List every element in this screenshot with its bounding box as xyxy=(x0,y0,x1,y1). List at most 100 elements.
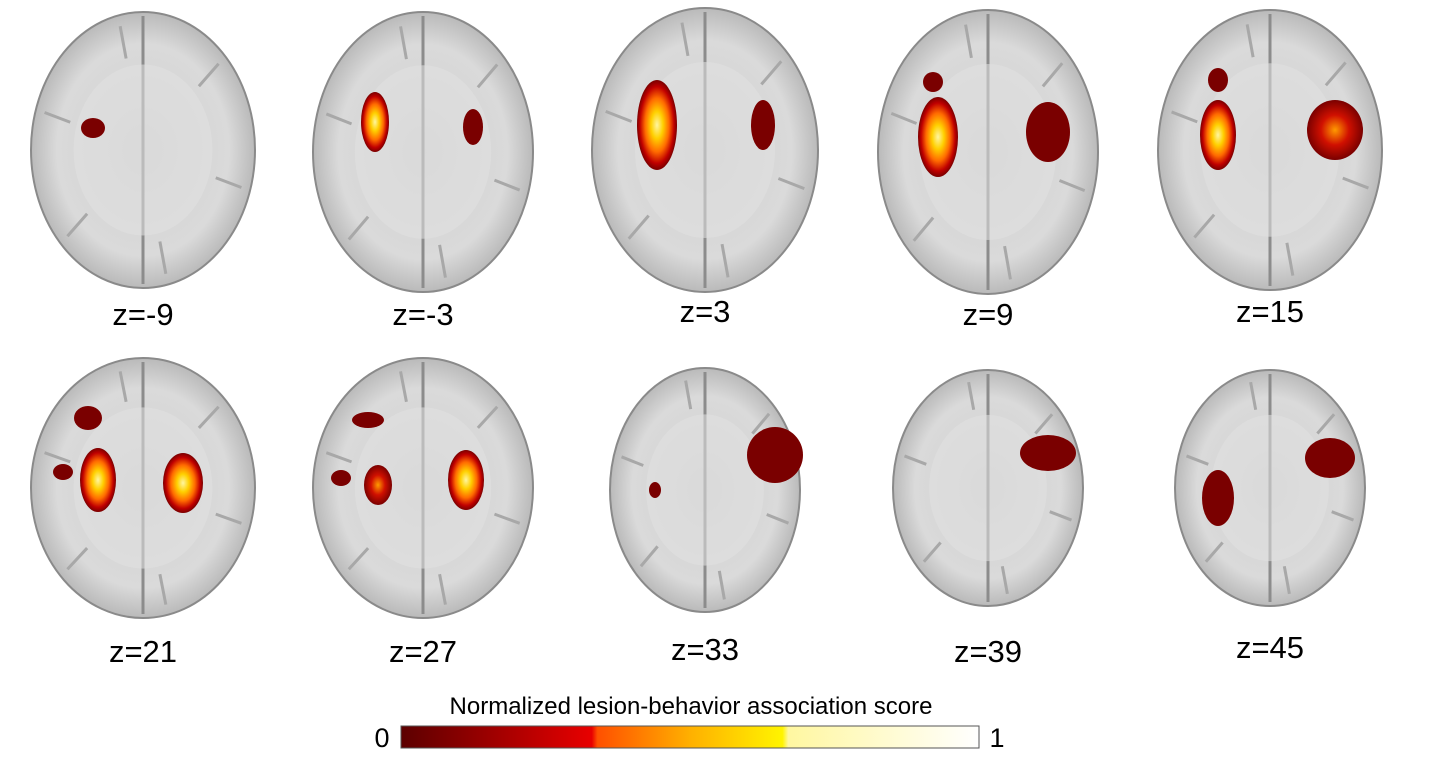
lesion-cluster xyxy=(53,464,73,480)
sulcus xyxy=(1342,176,1369,190)
colorbar-title: Normalized lesion-behavior association s… xyxy=(450,693,933,720)
lesion-cluster xyxy=(352,412,384,428)
white-matter xyxy=(919,63,1057,241)
white-matter xyxy=(73,64,213,236)
sulcus xyxy=(66,547,89,571)
sulcus xyxy=(44,111,71,124)
sulcus xyxy=(1316,413,1336,435)
slice-label: z=33 xyxy=(671,632,739,667)
lesion-cluster xyxy=(74,406,102,430)
sulcus xyxy=(438,573,447,605)
sulcus xyxy=(751,412,771,435)
sulcus xyxy=(325,451,353,464)
colorbar-gradient xyxy=(400,725,980,749)
sulcus xyxy=(1249,381,1258,411)
sulcus xyxy=(1171,110,1198,124)
colorbar-max-label: 1 xyxy=(989,723,1004,753)
sulcus xyxy=(760,60,783,86)
brain-slice: z=45 xyxy=(1174,369,1366,665)
sulcus xyxy=(684,380,693,410)
sulcus xyxy=(903,454,927,466)
sulcus xyxy=(325,112,353,126)
lesion-cluster xyxy=(1305,438,1355,478)
sulcus xyxy=(158,573,168,605)
white-matter xyxy=(354,65,492,239)
white-matter xyxy=(73,407,213,569)
sulcus xyxy=(1324,61,1347,87)
slice-label: z=15 xyxy=(1236,294,1304,329)
lesion-cluster xyxy=(1026,102,1070,162)
sulcus xyxy=(215,176,242,189)
lesion-cluster xyxy=(331,470,351,486)
slice-label: z=39 xyxy=(954,634,1022,669)
sulcus xyxy=(158,241,168,275)
sulcus xyxy=(1003,245,1012,280)
sulcus xyxy=(476,405,499,429)
brain-slice: z=33 xyxy=(609,367,803,667)
sulcus xyxy=(1058,179,1086,193)
sulcus xyxy=(1331,510,1355,522)
lesion-cluster xyxy=(80,448,116,512)
sulcus xyxy=(197,405,220,429)
lesion-cluster xyxy=(1202,470,1234,526)
sulcus xyxy=(399,26,408,60)
slices-layer: z=-9 z=-3 z=3 z=9 z=15 z=21 z=27 z=33 z=39 z=45 xyxy=(30,7,1383,669)
sulcus xyxy=(605,109,633,123)
sulcus xyxy=(347,215,370,241)
brain-slice: z=-9 xyxy=(30,11,256,332)
slice-label: z=3 xyxy=(680,294,731,329)
sulcus xyxy=(438,244,447,278)
sulcus xyxy=(680,22,690,57)
lesion-cluster xyxy=(463,109,483,145)
lesion-cluster xyxy=(163,453,203,513)
lesion-cluster xyxy=(364,465,392,505)
sulcus xyxy=(717,570,726,600)
sulcus xyxy=(1245,24,1255,58)
sulcus xyxy=(66,212,89,238)
slice-label: z=-3 xyxy=(392,297,453,332)
white-matter xyxy=(929,414,1047,562)
sulcus xyxy=(890,111,918,125)
lesion-cluster xyxy=(637,80,677,170)
sulcus xyxy=(766,513,790,525)
sulcus xyxy=(118,371,128,403)
colorbar: Normalized lesion-behavior association s… xyxy=(374,693,1004,753)
sulcus xyxy=(1285,242,1295,276)
sulcus xyxy=(1193,213,1216,239)
sulcus xyxy=(476,63,499,89)
sulcus xyxy=(399,371,408,403)
lesion-cluster xyxy=(1020,435,1076,471)
sulcus xyxy=(922,541,942,563)
sulcus xyxy=(720,243,730,278)
sulcus xyxy=(639,545,659,568)
brain-slice: z=-3 xyxy=(312,11,534,332)
lesion-cluster xyxy=(1200,100,1236,170)
sulcus xyxy=(1185,454,1209,466)
lesion-cluster xyxy=(81,118,105,138)
sulcus xyxy=(44,451,71,464)
slice-label: z=21 xyxy=(109,634,177,669)
sulcus xyxy=(493,512,521,525)
lesion-cluster xyxy=(448,450,484,510)
slice-label: z=27 xyxy=(389,634,457,669)
sulcus xyxy=(197,62,220,88)
sulcus xyxy=(347,547,370,571)
sulcus xyxy=(1204,541,1224,563)
lesion-cluster xyxy=(918,97,958,177)
slice-label: z=9 xyxy=(963,297,1014,332)
sulcus xyxy=(967,381,976,411)
lesion-cluster xyxy=(923,72,943,92)
sulcus xyxy=(1034,413,1054,435)
sulcus xyxy=(964,24,973,59)
sulcus xyxy=(620,455,644,467)
lesion-cluster xyxy=(747,427,803,483)
lesion-cluster xyxy=(1208,68,1228,92)
sulcus xyxy=(118,25,128,59)
brain-slice: z=15 xyxy=(1157,9,1383,329)
sulcus xyxy=(493,178,521,192)
lesion-cluster xyxy=(1307,100,1363,160)
lesion-cluster xyxy=(649,482,661,498)
sulcus xyxy=(912,216,935,242)
lesion-cluster xyxy=(751,100,775,150)
